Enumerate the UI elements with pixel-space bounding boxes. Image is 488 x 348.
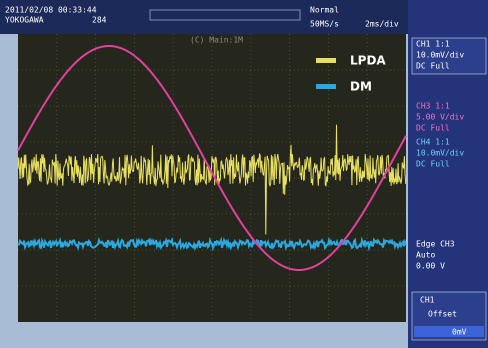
waveforms (17, 45, 407, 271)
channel-scale: 5.00 V/div (416, 113, 464, 122)
channel-box (411, 37, 487, 75)
trigger-type: Edge CH3 (416, 240, 455, 249)
channel-coupling: DC Full (416, 124, 450, 133)
timebase: 2ms/div (365, 20, 399, 29)
top-bar (0, 0, 408, 34)
datetime: 2011/02/08 00:33:44 (5, 6, 97, 15)
mode: Normal (310, 6, 339, 15)
ch3-trace (17, 45, 407, 271)
offset-value: 0mV (452, 328, 467, 337)
trigger-level: 0.00 V (416, 262, 445, 271)
count: 284 (92, 16, 107, 25)
lpda-trace (17, 124, 407, 235)
channel-scale: 10.0mV/div (416, 149, 464, 158)
legend-label: DM (350, 80, 372, 94)
sample-rate: 50MS/s (310, 20, 339, 29)
brand: YOKOGAWA (5, 16, 44, 25)
channel-coupling: DC Full (416, 62, 450, 71)
timeline (149, 9, 301, 21)
channel-coupling: DC Full (416, 160, 450, 169)
offset-field[interactable] (414, 326, 484, 337)
channel-name: CH1 1:1 (416, 40, 450, 49)
screen-label: (C) Main:1M (190, 36, 243, 45)
offset-label: Offset (428, 310, 457, 319)
legend-swatch (316, 84, 336, 89)
legend-label: LPDA (350, 54, 386, 68)
channel-name: CH3 1:1 (416, 102, 450, 111)
channel-name: CH4 1:1 (416, 138, 450, 147)
dm-trace (17, 236, 407, 252)
trigger-mode: Auto (416, 251, 435, 260)
offset-channel: CH1 (420, 296, 435, 305)
legend-swatch (316, 58, 336, 63)
channel-scale: 10.0mV/div (416, 51, 464, 60)
